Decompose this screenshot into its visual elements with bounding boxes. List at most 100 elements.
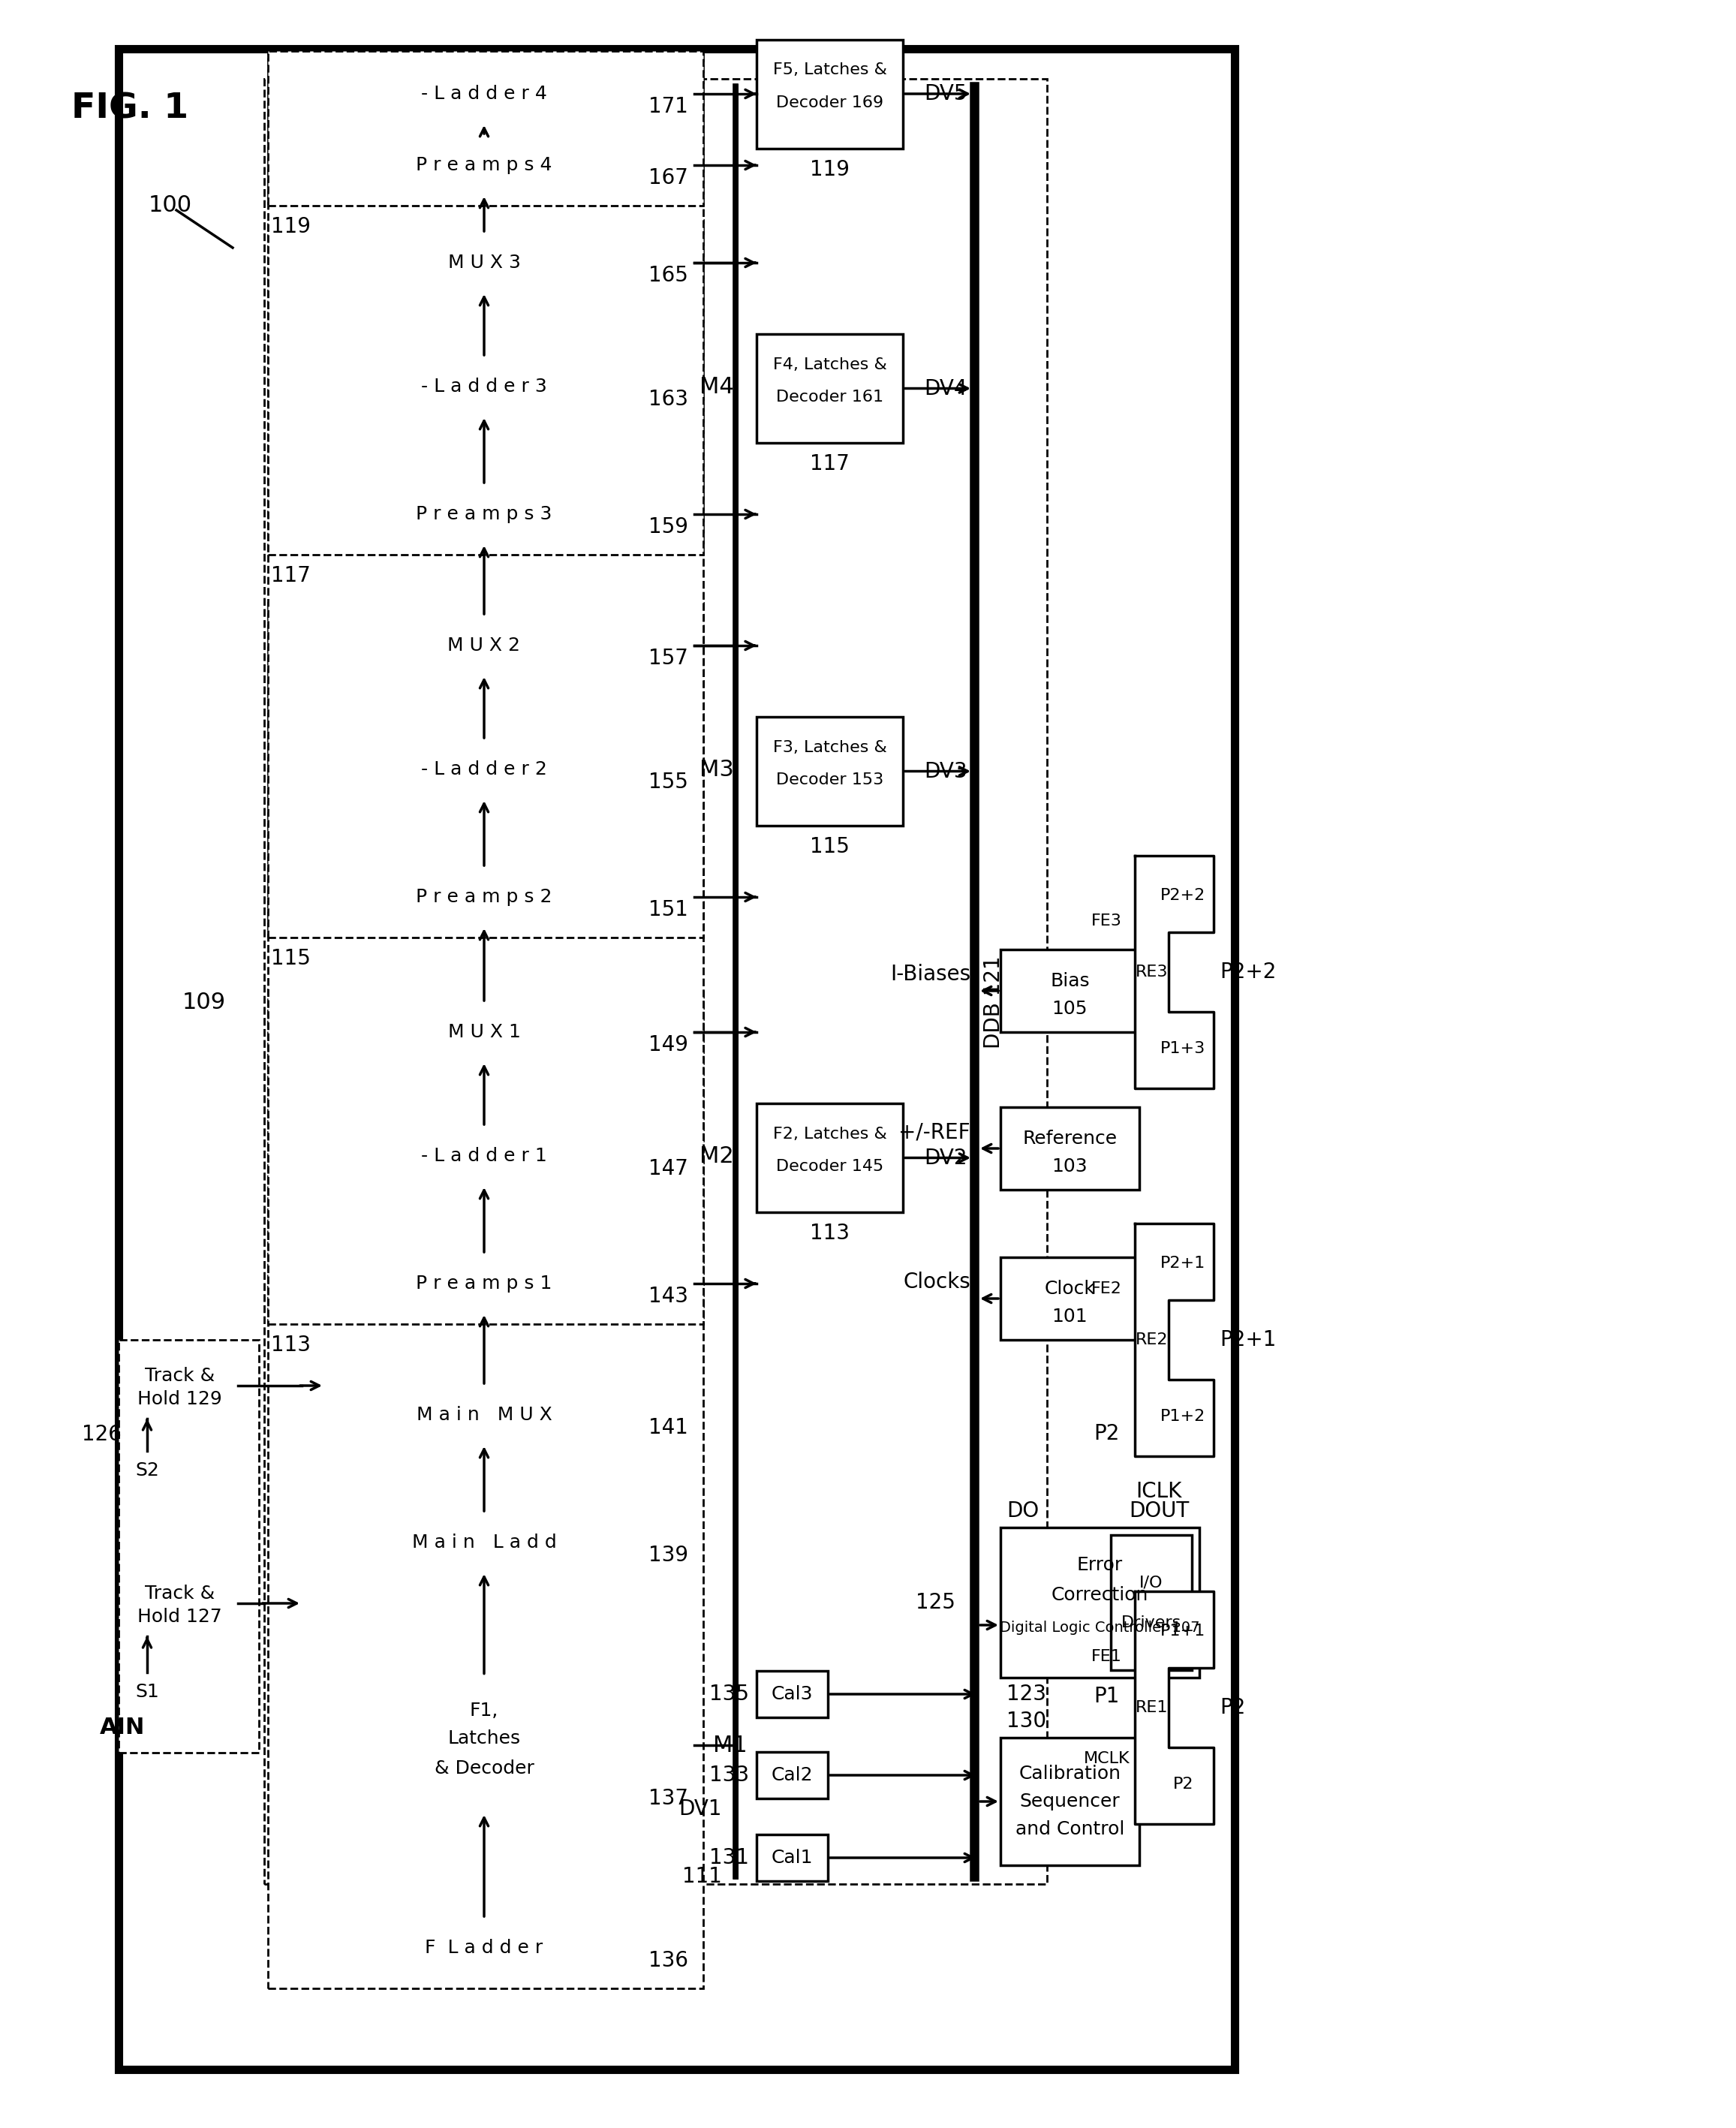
- Text: P2+2: P2+2: [1220, 962, 1276, 983]
- Text: Cal1: Cal1: [771, 1849, 812, 1866]
- Text: DV2: DV2: [924, 1147, 967, 1168]
- Text: Clocks: Clocks: [903, 1273, 970, 1292]
- Text: DOUT: DOUT: [1128, 1500, 1189, 1522]
- Text: P2: P2: [1094, 1424, 1120, 1445]
- Bar: [757, 40, 903, 149]
- Text: 147: 147: [649, 1158, 687, 1179]
- Text: F2, Latches &: F2, Latches &: [773, 1126, 887, 1141]
- Text: 113: 113: [809, 1224, 849, 1243]
- Text: 149: 149: [649, 1034, 687, 1055]
- Text: FIG. 1: FIG. 1: [71, 92, 189, 126]
- Text: P r e a m p s 1: P r e a m p s 1: [417, 1275, 552, 1292]
- Bar: [274, 1002, 694, 1062]
- Text: 113: 113: [271, 1334, 311, 1356]
- Text: P1+2: P1+2: [1160, 1409, 1205, 1424]
- Bar: [274, 234, 694, 292]
- Text: 117: 117: [811, 453, 849, 475]
- Bar: [757, 1104, 903, 1213]
- Text: DDB 121: DDB 121: [983, 955, 1003, 1049]
- Text: P1: P1: [1094, 1685, 1120, 1707]
- Text: F5, Latches &: F5, Latches &: [773, 62, 887, 77]
- Text: M U X 1: M U X 1: [448, 1024, 521, 1041]
- Bar: [274, 1513, 694, 1573]
- Text: 119: 119: [809, 160, 849, 179]
- Bar: [267, 602, 703, 1324]
- Text: - L a d d e r 4: - L a d d e r 4: [422, 85, 547, 102]
- Text: P r e a m p s 2: P r e a m p s 2: [417, 887, 552, 907]
- Bar: [274, 1675, 694, 1815]
- Text: RE3: RE3: [1135, 964, 1168, 979]
- Text: 115: 115: [811, 836, 849, 858]
- Bar: [1000, 1739, 1139, 1866]
- Text: Decoder 153: Decoder 153: [776, 772, 884, 787]
- Bar: [274, 485, 694, 543]
- Bar: [757, 1670, 828, 1717]
- Text: FE3: FE3: [1092, 913, 1121, 928]
- Text: Error: Error: [1076, 1556, 1123, 1575]
- Text: Sequencer: Sequencer: [1019, 1792, 1120, 1811]
- Text: 115: 115: [271, 949, 311, 968]
- Text: Hold 127: Hold 127: [137, 1607, 222, 1626]
- Text: M2: M2: [700, 1145, 734, 1166]
- Bar: [122, 1353, 238, 1419]
- Text: & Decoder: & Decoder: [434, 1760, 535, 1777]
- Text: and Control: and Control: [1016, 1822, 1125, 1839]
- Text: Decoder 169: Decoder 169: [776, 96, 884, 111]
- Text: - L a d d e r 1: - L a d d e r 1: [422, 1147, 547, 1164]
- Text: 123: 123: [1007, 1683, 1047, 1705]
- Bar: [127, 1673, 167, 1711]
- Text: DO: DO: [1007, 1500, 1040, 1522]
- Text: M U X 3: M U X 3: [448, 253, 521, 272]
- Bar: [274, 617, 694, 675]
- Bar: [1000, 949, 1139, 1032]
- Bar: [267, 219, 703, 938]
- Text: P r e a m p s 3: P r e a m p s 3: [417, 504, 552, 523]
- Text: 136: 136: [649, 1949, 687, 1971]
- Polygon shape: [1135, 855, 1213, 1087]
- Text: 117: 117: [271, 566, 311, 585]
- Text: 133: 133: [710, 1764, 748, 1785]
- Text: 119: 119: [271, 217, 311, 236]
- Text: - L a d d e r 3: - L a d d e r 3: [422, 377, 547, 396]
- Text: Bias: Bias: [1050, 972, 1090, 990]
- Text: Calibration: Calibration: [1019, 1764, 1121, 1783]
- Bar: [757, 1834, 828, 1881]
- Bar: [274, 868, 694, 926]
- Bar: [1111, 1534, 1193, 1670]
- Bar: [122, 1570, 238, 1636]
- Text: M a i n   M U X: M a i n M U X: [417, 1407, 552, 1424]
- Text: ICLK: ICLK: [1135, 1481, 1182, 1502]
- Bar: [118, 1341, 259, 1753]
- Text: Digital Logic Controller 107: Digital Logic Controller 107: [1000, 1622, 1200, 1634]
- Text: 171: 171: [649, 96, 687, 117]
- Text: 109: 109: [182, 992, 226, 1013]
- Text: M1: M1: [713, 1734, 748, 1756]
- Bar: [1000, 1258, 1139, 1341]
- Text: - L a d d e r 2: - L a d d e r 2: [422, 760, 547, 779]
- Text: Drivers: Drivers: [1121, 1615, 1182, 1630]
- Bar: [274, 358, 694, 415]
- Text: S2: S2: [135, 1462, 160, 1479]
- Polygon shape: [1135, 1224, 1213, 1456]
- Bar: [1000, 1528, 1200, 1677]
- Bar: [127, 1451, 167, 1490]
- Text: DV4: DV4: [924, 379, 967, 398]
- Bar: [267, 990, 703, 1988]
- Text: P2+1: P2+1: [1220, 1330, 1276, 1351]
- Text: RE2: RE2: [1135, 1332, 1168, 1347]
- Bar: [267, 51, 703, 206]
- Text: Cal3: Cal3: [771, 1685, 812, 1702]
- Text: 111: 111: [682, 1866, 722, 1888]
- Text: P2+2: P2+2: [1160, 887, 1205, 902]
- Text: FE1: FE1: [1092, 1649, 1121, 1664]
- Bar: [757, 717, 903, 826]
- Text: P1+3: P1+3: [1160, 1041, 1205, 1055]
- Text: I-Biases: I-Biases: [891, 964, 970, 985]
- Bar: [274, 1126, 694, 1185]
- Text: M3: M3: [700, 758, 734, 781]
- Bar: [267, 51, 703, 555]
- Text: DV1: DV1: [679, 1798, 722, 1819]
- Text: I/O: I/O: [1139, 1575, 1163, 1590]
- Text: Decoder 145: Decoder 145: [776, 1160, 884, 1175]
- Text: Clock: Clock: [1045, 1279, 1095, 1298]
